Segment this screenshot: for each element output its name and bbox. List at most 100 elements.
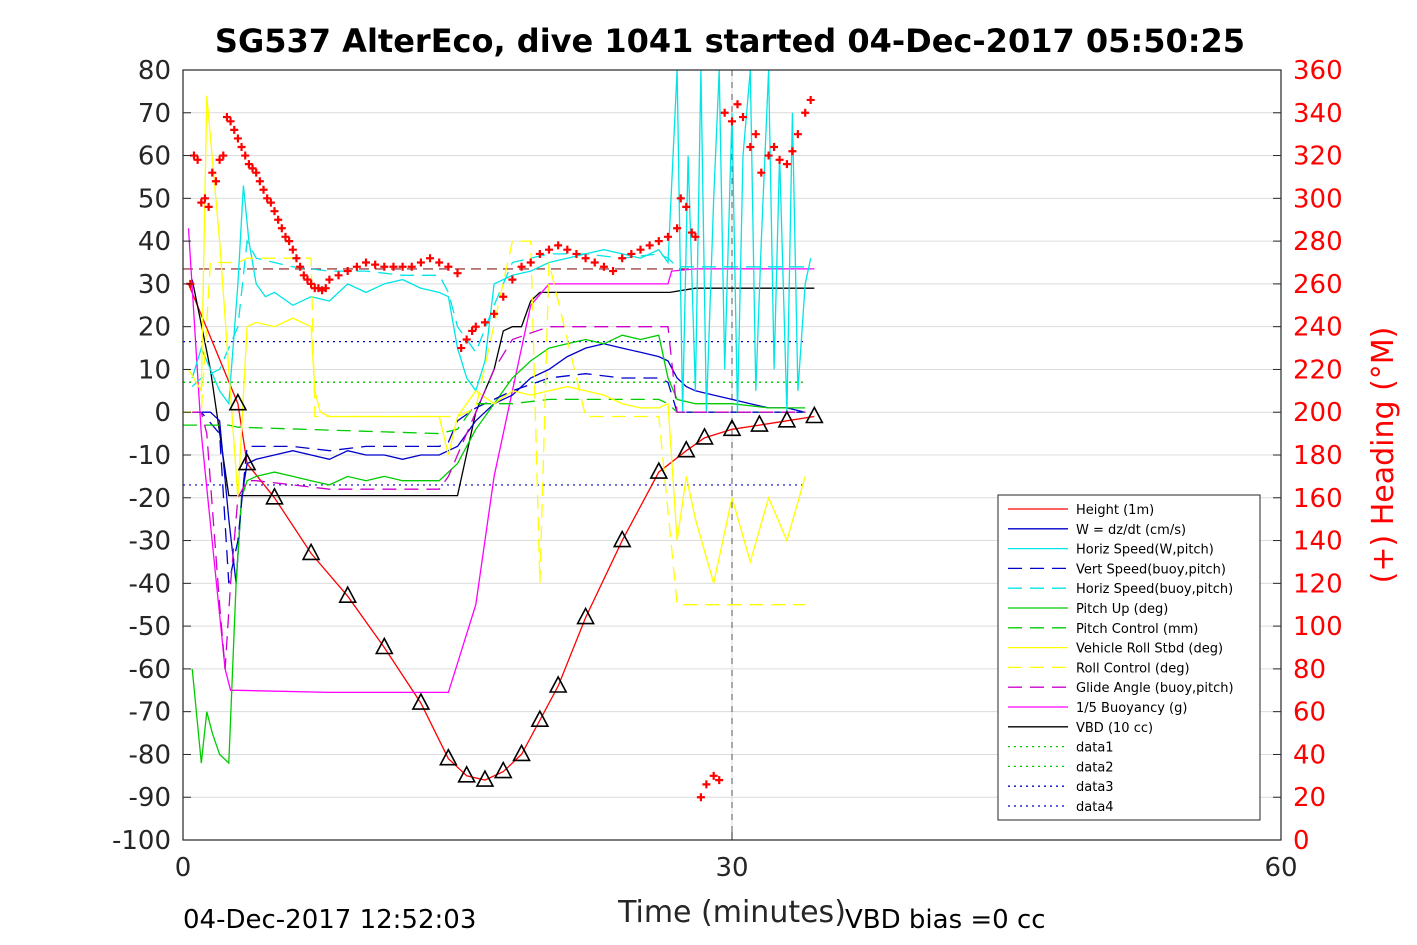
heading-point — [618, 254, 627, 263]
legend-entry-label: data2 — [1076, 760, 1114, 775]
heading-point — [352, 262, 361, 271]
footer-vbd-bias: VBD bias =0 cc — [845, 905, 1046, 935]
legend-entry-label: Glide Angle (buoy,pitch) — [1076, 681, 1234, 696]
heading-point — [702, 780, 711, 789]
heading-point — [490, 309, 499, 318]
y-right-tick-label: 340 — [1293, 99, 1343, 129]
heading-point — [581, 254, 590, 263]
y-right-tick-label: 80 — [1293, 655, 1326, 685]
heading-point — [407, 262, 416, 271]
series-horiz — [191, 69, 812, 413]
heading-point — [296, 262, 305, 271]
heading-point — [738, 113, 747, 122]
heading-point — [545, 245, 553, 254]
x-tick-label: 0 — [175, 853, 192, 883]
heading-point — [471, 322, 480, 331]
heading-point — [244, 160, 253, 169]
heading-point — [757, 168, 766, 177]
heading-point — [599, 262, 608, 271]
heading-point — [480, 318, 489, 327]
heading-point — [709, 771, 718, 780]
heading-point — [197, 198, 206, 207]
height-marker — [338, 585, 358, 603]
heading-point — [380, 262, 389, 271]
series-roll_ctl — [183, 240, 806, 606]
y-right-tick-label: 180 — [1293, 441, 1343, 471]
y-tick-label: -90 — [129, 783, 171, 813]
heading-point — [230, 125, 239, 134]
heading-point — [241, 151, 250, 160]
heading-point — [444, 262, 453, 271]
y-tick-label: 20 — [138, 313, 171, 343]
heading-point — [746, 143, 755, 151]
heading-point — [426, 254, 435, 263]
heading-point — [266, 198, 275, 207]
heading-point — [696, 793, 705, 802]
heading-point — [219, 151, 228, 160]
height-marker — [548, 675, 568, 693]
heading-point — [189, 151, 198, 160]
legend-entry-label: Horiz Speed(buoy,pitch) — [1076, 582, 1233, 597]
height-marker — [439, 748, 458, 766]
heading-point — [270, 207, 279, 216]
x-tick-label: 60 — [1264, 853, 1297, 883]
heading-point — [263, 194, 272, 203]
y-right-tick-label: 100 — [1293, 612, 1343, 642]
heading-point — [288, 245, 297, 254]
legend-entry-label: VBD (10 cc) — [1076, 721, 1153, 736]
series-glide — [192, 326, 806, 669]
legend-entry-label: 1/5 Buoyancy (g) — [1076, 701, 1187, 716]
y-right-tick-label: 360 — [1293, 56, 1343, 86]
right-axis-title: (+) Heading (°M) — [1366, 327, 1401, 584]
legend-entry-label: Horiz Speed(W,pitch) — [1076, 543, 1214, 558]
heading-point — [325, 275, 334, 284]
legend: Height (1m) W = dz/dt (cm/s) Horiz Speed(W… — [997, 494, 1261, 821]
series-buoy — [187, 228, 815, 694]
heading-point — [226, 117, 235, 126]
heading-points — [186, 95, 815, 802]
heading-point — [435, 258, 444, 267]
heading-point — [691, 232, 700, 241]
height-marker — [493, 760, 513, 779]
heading-point — [782, 160, 791, 169]
y-right-tick-label: 260 — [1293, 270, 1343, 300]
heading-point — [292, 254, 301, 263]
height-marker — [530, 709, 550, 728]
height-marker — [512, 743, 531, 762]
heading-point — [572, 249, 581, 258]
series-pitch — [191, 334, 806, 765]
y-tick-label: -10 — [129, 441, 171, 471]
legend-entry-label: Pitch Up (deg) — [1076, 602, 1168, 617]
heading-point — [627, 249, 636, 258]
legend-entry-label: Vehicle Roll Stbd (deg) — [1076, 642, 1223, 657]
heading-point — [259, 185, 268, 194]
heading-point — [499, 292, 508, 301]
series-pitch_ctl — [183, 398, 806, 435]
y-right-tick-label: 0 — [1293, 826, 1310, 856]
heading-point — [682, 202, 691, 211]
series-vert_buoy — [192, 373, 806, 584]
heading-point — [788, 147, 797, 156]
heading-point — [535, 249, 544, 258]
height-marker — [301, 542, 321, 561]
legend-entry-label: data4 — [1076, 800, 1114, 815]
heading-point — [663, 232, 672, 241]
y-tick-label: -80 — [129, 740, 171, 770]
y-tick-label: -30 — [129, 527, 171, 557]
y-tick-label: -60 — [129, 655, 171, 685]
height-marker — [475, 769, 495, 787]
height-marker — [612, 529, 632, 548]
height-marker — [777, 410, 797, 428]
heading-point — [733, 100, 742, 109]
height-marker — [457, 765, 476, 783]
heading-point — [609, 267, 618, 276]
y-tick-label: 50 — [138, 184, 171, 214]
y-tick-label: -50 — [129, 612, 171, 642]
heading-point — [715, 776, 724, 785]
height-marker — [237, 452, 257, 471]
y-tick-label: 80 — [138, 56, 171, 86]
heading-point — [321, 284, 330, 293]
heading-point — [303, 275, 312, 284]
y-tick-label: 60 — [138, 142, 171, 172]
y-tick-label: -100 — [112, 826, 171, 856]
